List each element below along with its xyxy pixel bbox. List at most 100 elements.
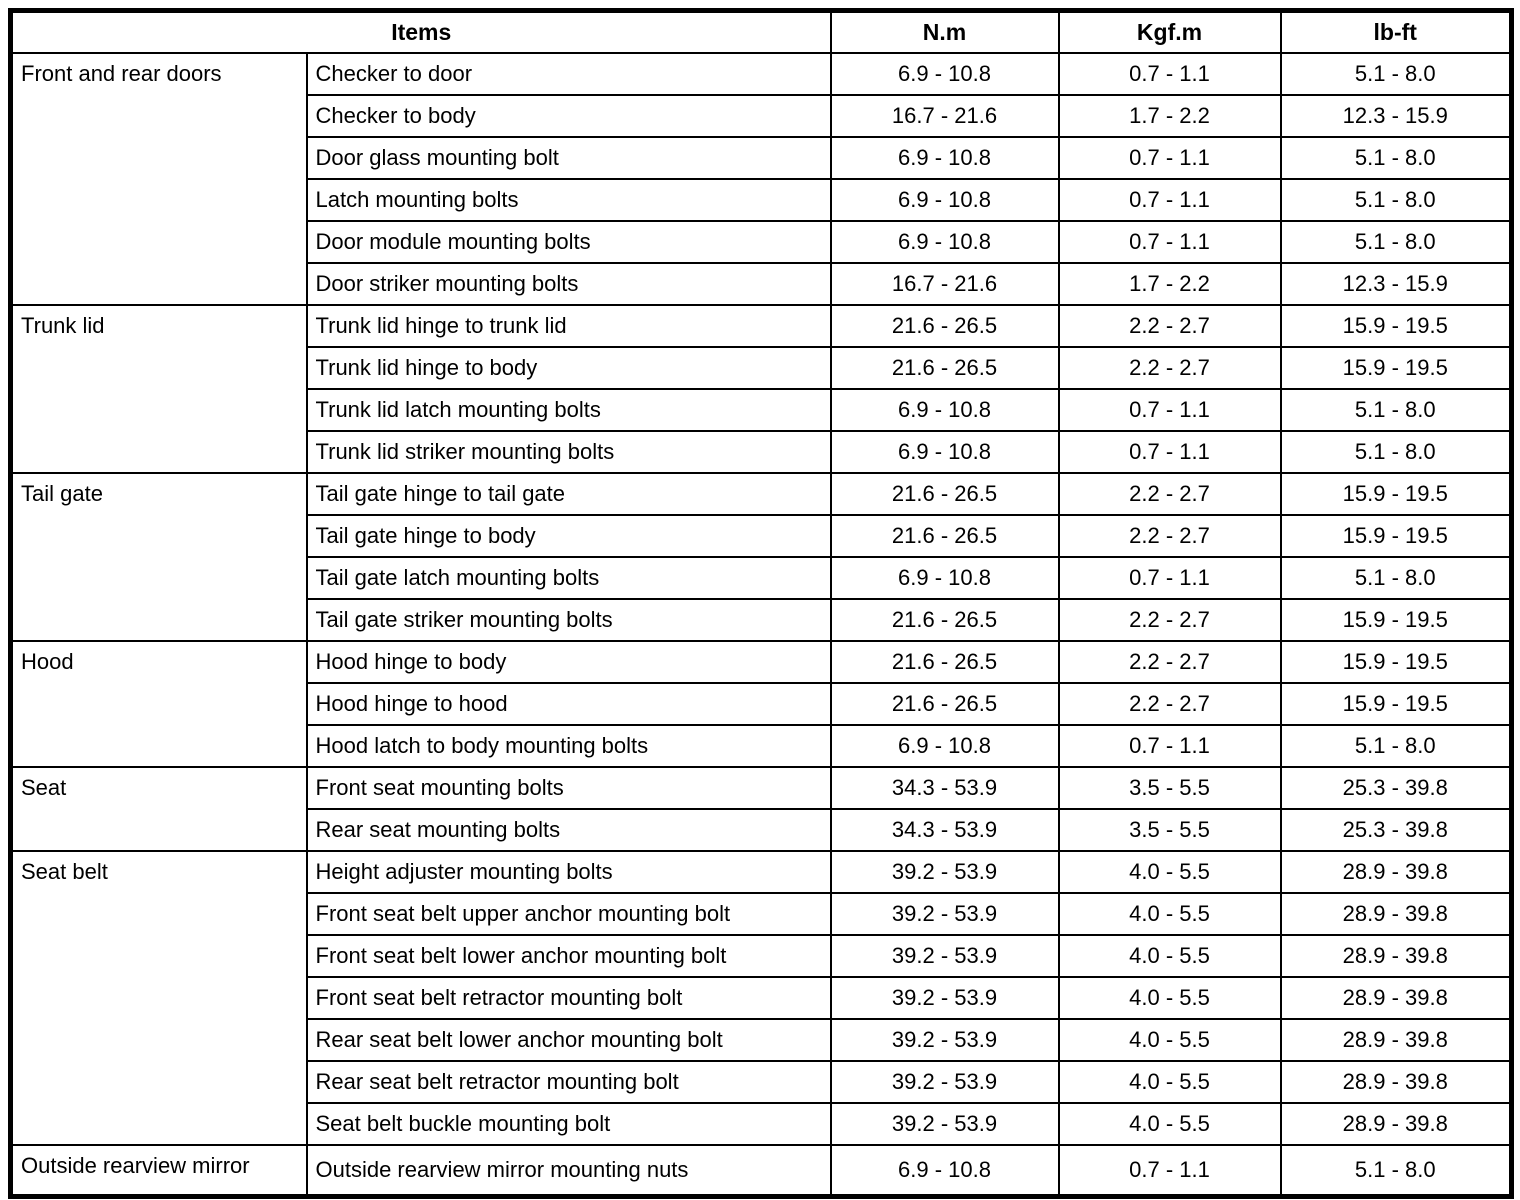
kgfm-value-cell: 2.2 - 2.7	[1057, 514, 1282, 558]
lbft-value-cell: 28.9 - 39.8	[1279, 850, 1513, 894]
lbft-value-cell: 5.1 - 8.0	[1279, 136, 1513, 180]
item-cell: Trunk lid hinge to body	[305, 346, 832, 390]
torque-spec-table: Items N.m Kgf.m lb-ft Front and rear doo…	[8, 8, 1514, 1199]
column-header-lbft: lb-ft	[1279, 9, 1513, 54]
lbft-value-cell: 5.1 - 8.0	[1279, 220, 1513, 264]
kgfm-value-cell: 2.2 - 2.7	[1057, 304, 1282, 348]
table-row: Seat belt Height adjuster mounting bolts 3…	[9, 850, 1513, 1146]
lbft-value-cell: 15.9 - 19.5	[1279, 514, 1513, 558]
table-row: Rear seat belt retractor mounting bolt 39…	[11, 1060, 1513, 1104]
kgfm-value-cell: 2.2 - 2.7	[1057, 640, 1282, 684]
lbft-value-cell: 5.1 - 8.0	[1279, 430, 1513, 474]
item-cell: Height adjuster mounting bolts	[305, 850, 832, 894]
table-row: Tail gate hinge to body 21.6 - 26.5 2.2 - …	[11, 514, 1513, 558]
kgfm-value-cell: 0.7 - 1.1	[1057, 178, 1282, 222]
table-row: Front seat belt retractor mounting bolt 3…	[11, 976, 1513, 1020]
table-row: Trunk lid hinge to body 21.6 - 26.5 2.2 - …	[11, 346, 1513, 390]
kgfm-value-cell: 4.0 - 5.5	[1057, 1018, 1282, 1062]
lbft-value-cell: 15.9 - 19.5	[1279, 472, 1513, 516]
item-cell: Outside rearview mirror mounting nuts	[305, 1144, 832, 1198]
table-row: Outside rearview mirror Outside rearview …	[9, 1144, 1513, 1198]
table-row: Tail gate striker mounting bolts 21.6 - 2…	[11, 598, 1513, 642]
nm-value-cell: 21.6 - 26.5	[829, 514, 1060, 558]
lbft-value-cell: 15.9 - 19.5	[1279, 682, 1513, 726]
kgfm-value-cell: 3.5 - 5.5	[1057, 766, 1282, 810]
lbft-value-cell: 12.3 - 15.9	[1279, 262, 1513, 306]
lbft-value-cell: 15.9 - 19.5	[1279, 640, 1513, 684]
table-row: Hood hinge to hood 21.6 - 26.5 2.2 - 2.7 15…	[11, 682, 1513, 726]
column-header-kgfm: Kgf.m	[1057, 9, 1282, 54]
lbft-value-cell: 15.9 - 19.5	[1279, 304, 1513, 348]
lbft-value-cell: 15.9 - 19.5	[1279, 346, 1513, 390]
lbft-value-cell: 5.1 - 8.0	[1279, 52, 1513, 96]
table-row: Rear seat mounting bolts 34.3 - 53.9 3.5 -…	[11, 808, 1513, 852]
nm-value-cell: 6.9 - 10.8	[829, 220, 1060, 264]
item-cell: Door glass mounting bolt	[305, 136, 832, 180]
lbft-value-cell: 28.9 - 39.8	[1279, 934, 1513, 978]
item-cell: Hood hinge to body	[305, 640, 832, 684]
category-cell: Front and rear doors	[9, 52, 308, 306]
item-cell: Tail gate latch mounting bolts	[305, 556, 832, 600]
kgfm-value-cell: 0.7 - 1.1	[1057, 1144, 1282, 1198]
item-cell: Front seat belt upper anchor mounting bo…	[305, 892, 832, 936]
table-row: Trunk lid latch mounting bolts 6.9 - 10.8…	[11, 388, 1513, 432]
lbft-value-cell: 28.9 - 39.8	[1279, 1018, 1513, 1062]
kgfm-value-cell: 4.0 - 5.5	[1057, 892, 1282, 936]
item-cell: Front seat mounting bolts	[305, 766, 832, 810]
table-row: Hood Hood hinge to body 21.6 - 26.5 2.2 - 2…	[9, 640, 1513, 768]
kgfm-value-cell: 1.7 - 2.2	[1057, 262, 1282, 306]
kgfm-value-cell: 0.7 - 1.1	[1057, 430, 1282, 474]
table-row: Front and rear doors Checker to door 6.9 -…	[9, 52, 1513, 306]
table-row: Trunk lid Trunk lid hinge to trunk lid 21.…	[9, 304, 1513, 474]
lbft-value-cell: 28.9 - 39.8	[1279, 976, 1513, 1020]
nm-value-cell: 39.2 - 53.9	[829, 892, 1060, 936]
item-cell: Hood hinge to hood	[305, 682, 832, 726]
table-row: Tail gate latch mounting bolts 6.9 - 10.8…	[11, 556, 1513, 600]
kgfm-value-cell: 1.7 - 2.2	[1057, 94, 1282, 138]
kgfm-value-cell: 4.0 - 5.5	[1057, 850, 1282, 894]
category-cell: Trunk lid	[9, 304, 308, 474]
nm-value-cell: 39.2 - 53.9	[829, 1060, 1060, 1104]
kgfm-value-cell: 0.7 - 1.1	[1057, 388, 1282, 432]
table-row: Tail gate Tail gate hinge to tail gate 21.…	[9, 472, 1513, 642]
nm-value-cell: 21.6 - 26.5	[829, 640, 1060, 684]
table-row: Latch mounting bolts 6.9 - 10.8 0.7 - 1.1 5…	[11, 178, 1513, 222]
kgfm-value-cell: 4.0 - 5.5	[1057, 1102, 1282, 1146]
item-cell: Door striker mounting bolts	[305, 262, 832, 306]
table-row: Door glass mounting bolt 6.9 - 10.8 0.7 - …	[11, 136, 1513, 180]
nm-value-cell: 6.9 - 10.8	[829, 430, 1060, 474]
lbft-value-cell: 12.3 - 15.9	[1279, 94, 1513, 138]
nm-value-cell: 34.3 - 53.9	[829, 766, 1060, 810]
lbft-value-cell: 5.1 - 8.0	[1279, 1144, 1513, 1198]
nm-value-cell: 21.6 - 26.5	[829, 346, 1060, 390]
table-row: Front seat belt upper anchor mounting bo…	[11, 892, 1513, 936]
nm-value-cell: 39.2 - 53.9	[829, 850, 1060, 894]
lbft-value-cell: 28.9 - 39.8	[1279, 1060, 1513, 1104]
category-cell: Outside rearview mirror	[9, 1144, 308, 1198]
kgfm-value-cell: 0.7 - 1.1	[1057, 220, 1282, 264]
item-cell: Tail gate striker mounting bolts	[305, 598, 832, 642]
nm-value-cell: 16.7 - 21.6	[829, 94, 1060, 138]
kgfm-value-cell: 2.2 - 2.7	[1057, 682, 1282, 726]
item-cell: Checker to body	[305, 94, 832, 138]
kgfm-value-cell: 0.7 - 1.1	[1057, 556, 1282, 600]
lbft-value-cell: 28.9 - 39.8	[1279, 1102, 1513, 1146]
nm-value-cell: 6.9 - 10.8	[829, 388, 1060, 432]
lbft-value-cell: 25.3 - 39.8	[1279, 808, 1513, 852]
item-cell: Seat belt buckle mounting bolt	[305, 1102, 832, 1146]
kgfm-value-cell: 3.5 - 5.5	[1057, 808, 1282, 852]
lbft-value-cell: 5.1 - 8.0	[1279, 178, 1513, 222]
table-body: Front and rear doors Checker to door 6.9 -…	[9, 52, 1513, 1198]
item-cell: Latch mounting bolts	[305, 178, 832, 222]
item-cell: Rear seat belt retractor mounting bolt	[305, 1060, 832, 1104]
nm-value-cell: 16.7 - 21.6	[829, 262, 1060, 306]
lbft-value-cell: 28.9 - 39.8	[1279, 892, 1513, 936]
lbft-value-cell: 5.1 - 8.0	[1279, 388, 1513, 432]
lbft-value-cell: 5.1 - 8.0	[1279, 724, 1513, 768]
item-cell: Door module mounting bolts	[305, 220, 832, 264]
table-header-row: Items N.m Kgf.m lb-ft	[9, 9, 1513, 54]
nm-value-cell: 39.2 - 53.9	[829, 934, 1060, 978]
nm-value-cell: 6.9 - 10.8	[829, 52, 1060, 96]
item-cell: Checker to door	[305, 52, 832, 96]
